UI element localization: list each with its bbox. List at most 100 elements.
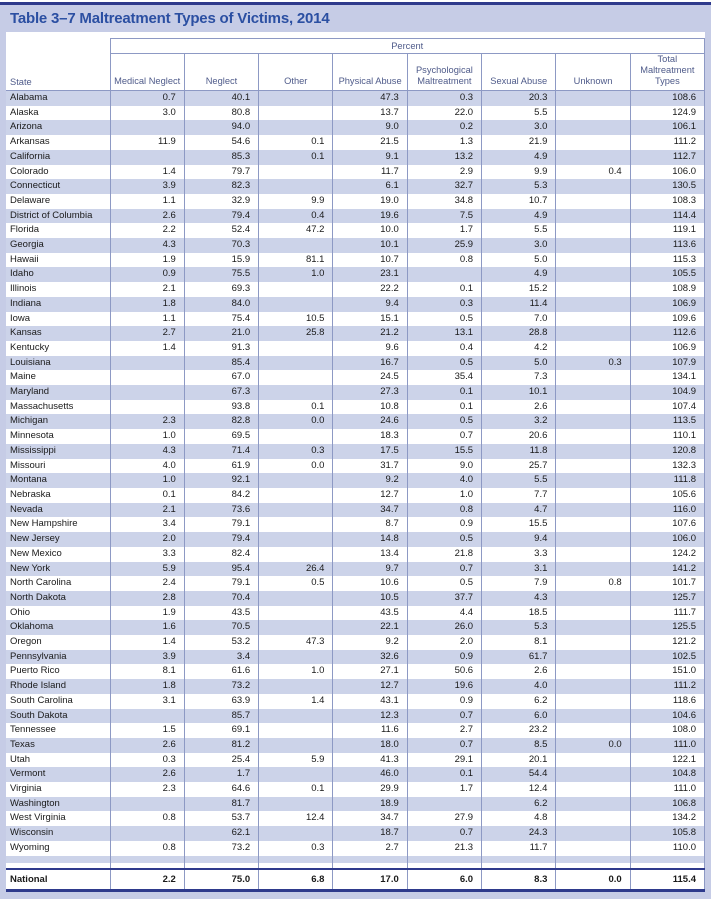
spacer-cell (481, 855, 556, 863)
state-cell: Tennessee (10, 724, 56, 736)
value-cell (258, 355, 333, 371)
value-cell (555, 679, 631, 694)
value-cell (555, 208, 631, 224)
value-cell: 4.0 (481, 679, 556, 694)
state-cell: District of Columbia (10, 209, 93, 221)
value-cell: 111.8 (629, 473, 706, 488)
table-row: West Virginia 0.8 53.7 12.4 34.7 27.9 4.8 134.2 (6, 811, 706, 827)
value-cell: 1.4 (109, 340, 185, 356)
value-cell: 20.3 (481, 90, 556, 106)
value-cell (555, 635, 631, 650)
table-row: Illinois 2.1 69.3 22.2 0.1 15.2 108.9 (6, 282, 706, 297)
value-cell: 43.5 (183, 605, 259, 621)
value-cell (555, 693, 631, 709)
value-cell: 4.9 (481, 208, 556, 224)
value-cell: 120.8 (629, 443, 706, 459)
value-cell: 9.9 (481, 164, 556, 180)
value-cell: 4.3 (481, 590, 556, 606)
value-cell (555, 502, 631, 518)
value-cell: 10.7 (481, 193, 556, 209)
value-cell: 0.7 (109, 90, 185, 106)
value-cell: 0.3 (406, 90, 482, 106)
value-cell: 75.4 (183, 311, 259, 327)
value-cell: 6.0 (481, 708, 556, 724)
value-cell: 85.3 (183, 149, 259, 165)
value-cell: 53.2 (183, 635, 259, 650)
spacer-cell (406, 862, 482, 870)
table-title-bar: Table 3–7 Maltreatment Types of Victims,… (0, 5, 711, 32)
value-cell: 34.8 (406, 193, 482, 209)
value-cell: 9.4 (332, 296, 408, 312)
value-cell: 43.5 (332, 605, 408, 621)
value-cell: 0.5 (406, 414, 482, 430)
table-row: Tennessee 1.5 69.1 11.6 2.7 23.2 108.0 (6, 723, 706, 738)
value-cell: 102.5 (629, 649, 706, 665)
value-cell: 26.4 (258, 561, 333, 577)
value-cell (555, 473, 631, 488)
value-cell: 3.0 (109, 105, 185, 121)
value-cell: 54.4 (481, 767, 556, 783)
value-cell: 95.4 (183, 561, 259, 577)
spacer-cell (555, 855, 631, 863)
table-row: Montana 1.0 92.1 9.2 4.0 5.5 111.8 (6, 473, 706, 488)
value-cell: 12.3 (332, 708, 408, 724)
table-body: Alabama 0.7 40.1 47.3 0.3 20.3 108.6 Alaska 3.0 8… (6, 90, 706, 856)
page-frame: Percent State Medical Neglect Neglect Other… (0, 32, 711, 899)
column-header: Other (258, 53, 333, 91)
value-cell (555, 723, 631, 738)
value-cell (109, 399, 185, 415)
value-cell (109, 355, 185, 371)
value-cell: 2.8 (109, 590, 185, 606)
state-cell: Maine (10, 371, 36, 383)
state-cell: Utah (10, 753, 31, 765)
value-cell: 24.3 (481, 826, 556, 841)
value-cell: 1.8 (109, 679, 185, 694)
value-cell: 0.5 (406, 355, 482, 371)
table-row: Rhode Island 1.8 73.2 12.7 19.6 4.0 111.2 (6, 679, 706, 694)
value-cell: 118.6 (629, 693, 706, 709)
spacer-cell (6, 855, 110, 863)
state-cell: Colorado (10, 165, 49, 177)
value-cell: 107.9 (629, 355, 706, 371)
value-cell: 0.4 (555, 164, 631, 180)
value-cell (258, 90, 333, 106)
value-cell: 10.1 (332, 238, 408, 253)
value-cell: 0.5 (406, 311, 482, 327)
table-row: District of Columbia 2.6 79.4 0.4 19.6 7.5 4.9… (6, 208, 706, 224)
value-cell: 27.9 (406, 811, 482, 827)
value-cell: 1.1 (109, 193, 185, 209)
state-cell: Louisiana (10, 356, 51, 368)
state-cell: Wisconsin (10, 827, 54, 839)
value-cell: 112.6 (629, 326, 706, 341)
value-cell: 111.2 (629, 679, 706, 694)
value-cell: 81.7 (183, 796, 259, 812)
value-cell: 23.2 (481, 723, 556, 738)
table-row: Puerto Rico 8.1 61.6 1.0 27.1 50.6 2.6 151.0 (6, 664, 706, 680)
value-cell: 14.8 (332, 532, 408, 547)
value-cell: 3.9 (109, 179, 185, 194)
value-cell: 79.1 (183, 576, 259, 591)
table-row: Louisiana 85.4 16.7 0.5 5.0 0.3 107.9 (6, 355, 706, 371)
value-cell: 21.5 (332, 135, 408, 150)
state-cell: Missouri (10, 459, 46, 471)
value-cell: 53.7 (183, 811, 259, 827)
value-cell (555, 664, 631, 680)
value-cell: 27.3 (332, 385, 408, 400)
spacer-cell (629, 862, 706, 870)
table-row: Wisconsin 62.1 18.7 0.7 24.3 105.8 (6, 826, 706, 841)
national-value-cell: 8.3 (481, 868, 556, 892)
value-cell: 1.4 (109, 164, 185, 180)
value-cell: 5.0 (481, 355, 556, 371)
value-cell: 70.5 (183, 620, 259, 636)
table-row: Kentucky 1.4 91.3 9.6 0.4 4.2 106.9 (6, 340, 706, 356)
value-cell: 1.0 (258, 664, 333, 680)
column-header: Neglect (183, 53, 259, 91)
value-cell: 80.8 (183, 105, 259, 121)
national-value-cell: 17.0 (332, 868, 408, 892)
top-rule (0, 2, 711, 5)
table-row: Connecticut 3.9 82.3 6.1 32.7 5.3 130.5 (6, 179, 706, 194)
value-cell (555, 370, 631, 386)
state-cell: Washington (10, 797, 60, 809)
table-row: Kansas 2.7 21.0 25.8 21.2 13.1 28.8 112.6 (6, 326, 706, 341)
value-cell: 19.6 (332, 208, 408, 224)
